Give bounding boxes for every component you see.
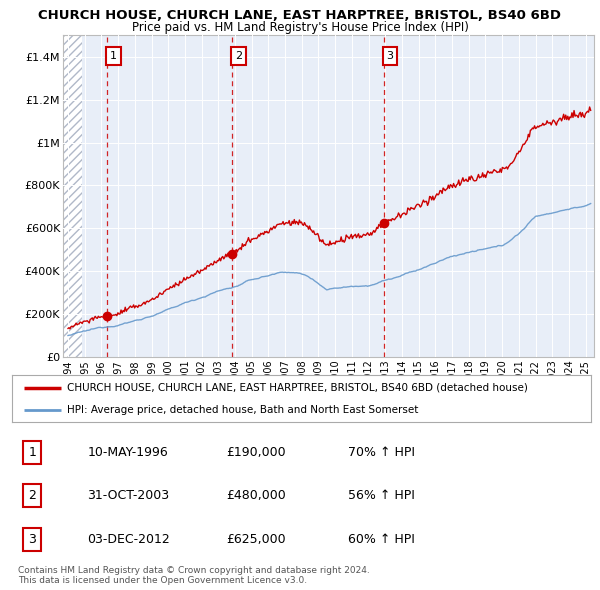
Text: 2: 2	[235, 51, 242, 61]
Text: £625,000: £625,000	[226, 533, 286, 546]
Text: £190,000: £190,000	[226, 445, 286, 458]
Text: 70% ↑ HPI: 70% ↑ HPI	[348, 445, 415, 458]
Text: 1: 1	[28, 445, 36, 458]
Text: 31-OCT-2003: 31-OCT-2003	[87, 489, 169, 502]
Text: 3: 3	[28, 533, 36, 546]
Text: Contains HM Land Registry data © Crown copyright and database right 2024.
This d: Contains HM Land Registry data © Crown c…	[18, 566, 370, 585]
Bar	[63, 35, 82, 357]
Text: 3: 3	[386, 51, 394, 61]
Text: CHURCH HOUSE, CHURCH LANE, EAST HARPTREE, BRISTOL, BS40 6BD (detached house): CHURCH HOUSE, CHURCH LANE, EAST HARPTREE…	[67, 383, 528, 393]
Text: 56% ↑ HPI: 56% ↑ HPI	[348, 489, 415, 502]
Text: Price paid vs. HM Land Registry's House Price Index (HPI): Price paid vs. HM Land Registry's House …	[131, 21, 469, 34]
Bar	[63, 35, 82, 357]
Text: CHURCH HOUSE, CHURCH LANE, EAST HARPTREE, BRISTOL, BS40 6BD: CHURCH HOUSE, CHURCH LANE, EAST HARPTREE…	[38, 9, 562, 22]
Text: 60% ↑ HPI: 60% ↑ HPI	[348, 533, 415, 546]
Text: 10-MAY-1996: 10-MAY-1996	[87, 445, 168, 458]
Text: HPI: Average price, detached house, Bath and North East Somerset: HPI: Average price, detached house, Bath…	[67, 405, 418, 415]
Text: 03-DEC-2012: 03-DEC-2012	[87, 533, 170, 546]
Text: 1: 1	[110, 51, 117, 61]
Text: 2: 2	[28, 489, 36, 502]
Text: £480,000: £480,000	[226, 489, 286, 502]
